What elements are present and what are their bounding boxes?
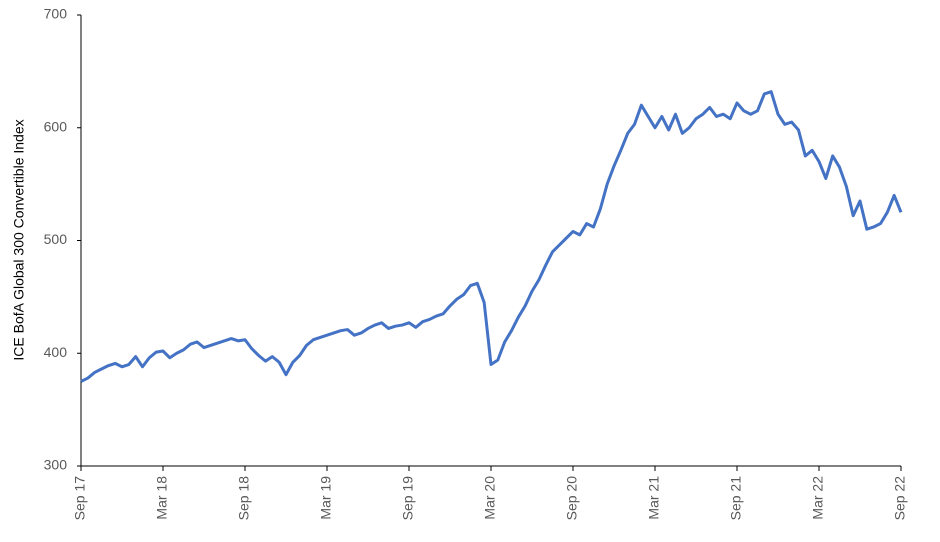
x-tick-label: Sep 21 xyxy=(728,476,744,521)
x-tick-label: Sep 22 xyxy=(892,476,908,521)
x-tick-label: Mar 20 xyxy=(482,476,498,520)
x-tick-label: Mar 21 xyxy=(646,476,662,520)
x-tick-label: Sep 20 xyxy=(564,476,580,521)
x-tick-label: Mar 19 xyxy=(318,476,334,520)
x-tick-label: Sep 19 xyxy=(400,476,416,521)
y-tick-label: 700 xyxy=(44,6,68,22)
y-tick-label: 400 xyxy=(44,344,68,360)
y-tick-label: 600 xyxy=(44,118,68,134)
x-tick-label: Sep 18 xyxy=(236,476,252,521)
x-tick-label: Mar 18 xyxy=(154,476,170,520)
x-tick-label: Mar 22 xyxy=(810,476,826,520)
y-tick-label: 500 xyxy=(44,231,68,247)
y-axis-label: ICE BofA Global 300 Convertible Index xyxy=(11,119,27,360)
x-tick-label: Sep 17 xyxy=(72,476,88,521)
y-tick-label: 300 xyxy=(44,457,68,473)
data-line xyxy=(80,90,903,383)
